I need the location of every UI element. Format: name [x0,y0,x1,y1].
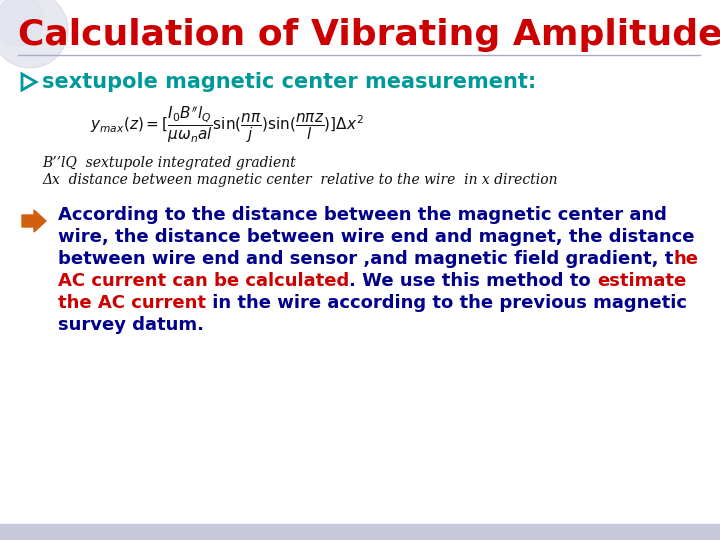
Circle shape [0,0,68,68]
Text: between wire end and sensor ,and magnetic field gradient, t: between wire end and sensor ,and magneti… [58,250,673,268]
Circle shape [0,0,44,46]
Text: sextupole magnetic center measurement:: sextupole magnetic center measurement: [42,72,536,92]
Text: B’’lQ  sextupole integrated gradient: B’’lQ sextupole integrated gradient [42,156,296,170]
Text: he: he [673,250,698,268]
Text: wire, the distance between wire end and magnet, the distance: wire, the distance between wire end and … [58,228,695,246]
Text: $y_{max}(z)=[\dfrac{I_0 B^{\prime\prime}l_Q}{\mu\omega_n al}\sin(\dfrac{n\pi}{j}: $y_{max}(z)=[\dfrac{I_0 B^{\prime\prime}… [90,105,364,145]
Text: Calculation of Vibrating Amplitudes: Calculation of Vibrating Amplitudes [18,18,720,52]
Bar [0,524,720,540]
Polygon shape [22,210,46,232]
Text: According to the distance between the magnetic center and: According to the distance between the ma… [58,206,667,224]
Text: Δx  distance between magnetic center  relative to the wire  in x direction: Δx distance between magnetic center rela… [42,173,557,187]
Text: estimate: estimate [597,272,686,290]
Text: survey datum.: survey datum. [58,316,204,334]
Text: in the wire according to the previous magnetic: in the wire according to the previous ma… [206,294,687,312]
Text: the AC current: the AC current [58,294,206,312]
Text: AC current can be calculated: AC current can be calculated [58,272,349,290]
Text: . We use this method to: . We use this method to [349,272,597,290]
